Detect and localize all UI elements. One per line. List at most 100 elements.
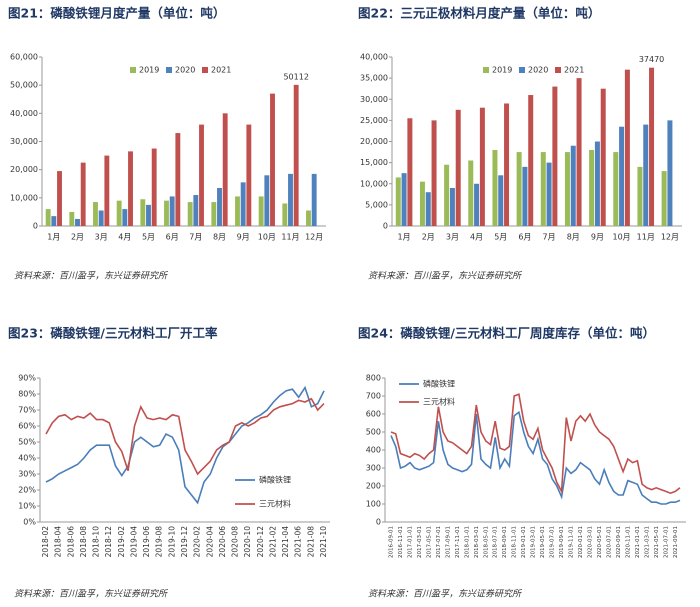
x-tick-label: 2020-05-01 [597, 526, 603, 558]
y-tick-label: 30,000 [360, 95, 388, 104]
x-tick-label: 2019-04 [129, 526, 138, 558]
bar [468, 160, 474, 226]
bar [624, 69, 630, 226]
x-tick-label: 2月 [71, 233, 84, 242]
x-tick-label: 2020-04 [205, 526, 214, 558]
legend-label: 2020 [528, 66, 548, 75]
x-tick-label: 2020-08 [231, 526, 240, 558]
bar [164, 200, 169, 226]
x-tick-label: 2017-07-01 [436, 526, 442, 558]
x-tick-label: 2018-01-01 [464, 526, 470, 558]
x-tick-label: 2018-07-01 [493, 526, 499, 558]
source-note: 资料来源：百川盈孚，东兴证券研究所 [368, 589, 523, 600]
annotation: 37470 [639, 55, 664, 64]
x-tick-label: 3月 [95, 233, 108, 242]
legend-label: 2020 [175, 66, 195, 75]
x-tick-label: 2月 [422, 233, 435, 242]
bar [264, 175, 270, 226]
legend-label: 磷酸铁锂 [259, 475, 291, 485]
bar [576, 78, 582, 226]
bar [93, 202, 98, 226]
y-tick-label: 80% [18, 390, 36, 399]
chart-title: 图23：磷酸铁锂/三元材料工厂开工率 [8, 326, 218, 341]
x-tick-label: 2019-03-01 [531, 526, 537, 558]
bar [546, 162, 552, 226]
bar [151, 148, 157, 226]
bar [306, 210, 311, 226]
x-tick-label: 3月 [446, 233, 459, 242]
legend-swatch [483, 67, 489, 73]
x-tick-label: 11月 [281, 233, 299, 242]
bar [293, 84, 299, 226]
x-tick-label: 6月 [166, 233, 179, 242]
bar [589, 149, 595, 226]
legend-label: 2021 [564, 66, 584, 75]
bar [98, 210, 104, 226]
legend-swatch [166, 67, 172, 73]
legend-swatch [130, 67, 136, 73]
x-tick-label: 2017-05-01 [426, 526, 432, 558]
x-tick-label: 4月 [470, 233, 483, 242]
x-tick-label: 12月 [305, 233, 323, 242]
chart-title: 图22：三元正极材料月度产量（单位：吨） [358, 6, 600, 21]
bar [492, 149, 498, 226]
x-tick-label: 2021-02 [268, 526, 277, 558]
x-tick-label: 5月 [494, 233, 507, 242]
y-tick-label: 90% [18, 374, 36, 383]
x-tick-label: 2021-05-01 [654, 526, 660, 558]
source-note: 资料来源：百川盈孚，东兴证券研究所 [14, 271, 169, 282]
legend-label: 2019 [492, 66, 512, 75]
bar [240, 182, 246, 226]
x-tick-label: 2018-05-01 [483, 526, 489, 558]
x-tick-label: 2018-06 [66, 526, 75, 558]
bar [128, 151, 133, 226]
x-tick-label: 2018-09-01 [502, 526, 508, 558]
bar [51, 216, 57, 226]
x-tick-label: 2018-10 [92, 526, 101, 558]
x-tick-label: 2019-09-01 [559, 526, 565, 558]
bar [637, 166, 643, 226]
line [45, 385, 325, 505]
x-tick-label: 5月 [142, 233, 155, 242]
bar [311, 173, 317, 226]
x-tick-label: 2018-08 [79, 526, 88, 558]
line [390, 410, 681, 505]
y-tick-label: 700 [366, 392, 381, 401]
bar [288, 173, 293, 226]
x-tick-label: 2021-04 [281, 526, 290, 558]
x-tick-label: 2019-02 [117, 526, 126, 558]
bar [444, 164, 450, 226]
x-tick-label: 2019-07-01 [550, 526, 556, 558]
bar [474, 183, 480, 226]
bar [504, 103, 510, 226]
x-tick-label: 2020-06 [218, 526, 227, 558]
x-tick-label: 2020-03-01 [587, 526, 593, 558]
y-tick-label: 0 [383, 222, 388, 231]
bar [140, 199, 146, 226]
bar [419, 181, 425, 226]
x-tick-label: 2019-12 [180, 526, 189, 558]
x-tick-label: 2020-11-01 [625, 526, 631, 558]
bar [258, 196, 264, 226]
bar [80, 162, 86, 226]
bar [222, 113, 228, 226]
x-tick-label: 2017-03-01 [417, 526, 423, 558]
bar [57, 171, 62, 226]
x-tick-label: 2017-11-01 [455, 526, 461, 558]
x-tick-label: 1月 [47, 233, 60, 242]
x-tick-label: 2019-01-01 [521, 526, 527, 558]
x-tick-label: 10月 [612, 233, 630, 242]
bar [570, 145, 576, 226]
bar [649, 67, 655, 227]
y-tick-label: 60,000 [10, 53, 38, 62]
y-tick-label: 20,000 [10, 165, 38, 174]
bar [116, 200, 122, 226]
x-tick-label: 2021-03-01 [644, 526, 650, 558]
x-tick-label: 2020-12 [256, 526, 265, 558]
x-tick-label: 9月 [591, 233, 604, 242]
bar [564, 152, 570, 226]
source-note: 资料来源：百川盈孚，东兴证券研究所 [368, 271, 523, 282]
bar [122, 209, 128, 226]
x-tick-label: 2020-02 [193, 526, 202, 558]
